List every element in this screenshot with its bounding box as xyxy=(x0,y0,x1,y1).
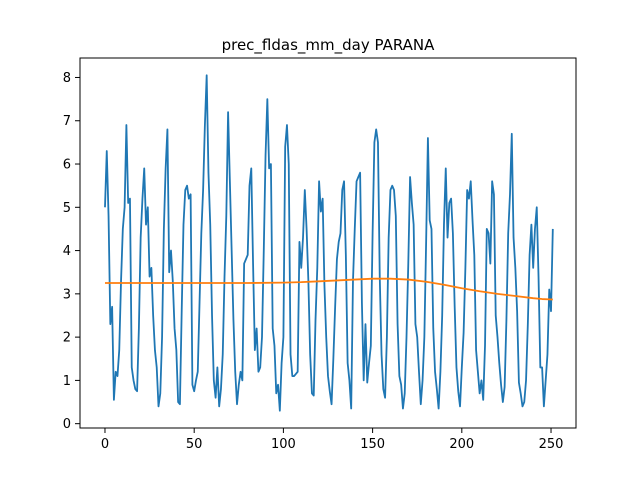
axes-frame xyxy=(79,57,577,429)
x-tick-label: 150 xyxy=(360,437,385,452)
y-tick-label: 3 xyxy=(63,287,71,302)
series-line-2 xyxy=(104,277,553,301)
y-tick-label: 2 xyxy=(63,331,71,346)
y-tick-label: 0 xyxy=(63,417,71,432)
y-tick-label: 1 xyxy=(63,374,71,389)
y-tick-label: 6 xyxy=(63,158,71,173)
x-tick-label: 200 xyxy=(449,437,474,452)
x-axis: 0 50 100 150 200 250 xyxy=(101,428,564,452)
x-tick-label: 50 xyxy=(186,437,203,452)
series-layer xyxy=(104,74,554,412)
x-tick-label: 100 xyxy=(271,437,296,452)
y-tick-label: 5 xyxy=(63,201,71,216)
plot-area xyxy=(79,57,577,429)
chart-title: prec_fldas_mm_day PARANA xyxy=(222,36,436,55)
y-tick-label: 7 xyxy=(63,114,71,129)
x-tick-label: 250 xyxy=(539,437,564,452)
y-tick-label: 8 xyxy=(63,71,71,86)
x-tick-label: 0 xyxy=(101,437,109,452)
series-line-1 xyxy=(104,74,554,412)
y-tick-label: 4 xyxy=(63,244,71,259)
y-axis: 0 1 2 3 4 5 6 7 8 xyxy=(63,71,80,432)
